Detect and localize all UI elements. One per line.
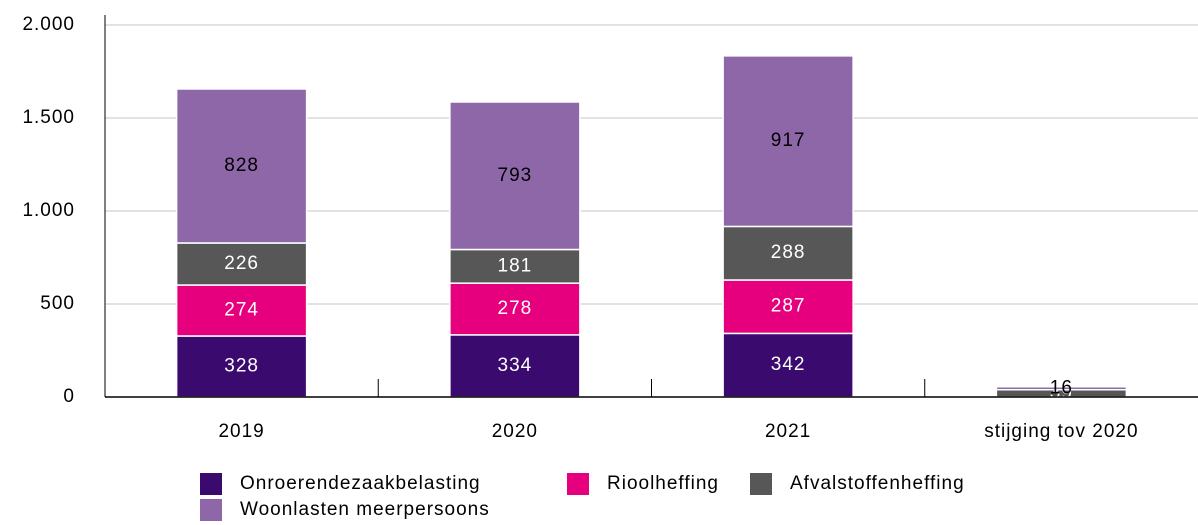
bar-segment [449,248,581,284]
bar-segment [449,282,581,336]
x-tick-label: 2019 [218,421,264,442]
data-label: 288 [771,242,806,263]
y-tick-label: 1.500 [22,107,75,128]
bar-segment [722,225,854,281]
legend-swatch [200,473,222,495]
bar-segment [449,334,581,398]
data-label: 16 [1050,377,1073,398]
legend-swatch [567,473,589,495]
x-tick-label: 2020 [492,421,538,442]
data-label: 334 [498,355,533,376]
x-tick-label: stijging tov 2020 [984,421,1138,442]
legend-label: Rioolheffing [607,473,719,494]
y-tick-label: 500 [40,293,75,314]
legend-swatch [200,499,222,521]
data-label: 917 [771,130,806,151]
data-label: 287 [771,296,806,317]
bar-segment [449,101,581,251]
data-label: 274 [224,300,259,321]
legend-swatch [750,473,772,495]
bar-segment [722,279,854,335]
bar-segment [175,335,308,398]
data-label: 342 [771,354,806,375]
data-label: 226 [224,253,259,274]
bar-segment [175,88,308,244]
data-label: 181 [498,255,533,276]
bar-segment [175,284,308,337]
legend-label: Woonlasten meerpersoons [240,499,490,520]
data-label: 328 [224,356,259,377]
y-tick-label: 0 [63,386,75,407]
bar-segment [722,55,854,228]
data-label: 828 [224,155,259,176]
data-label: 793 [498,165,533,186]
x-tick-label: 2021 [765,421,811,442]
data-label: 278 [498,298,533,319]
y-tick-label: 2.000 [22,14,75,35]
legend-label: Afvalstoffenheffing [790,473,965,494]
y-tick-label: 1.000 [22,200,75,221]
bar-segment [995,386,1128,391]
legend-label: Onroerendezaakbelasting [240,473,481,494]
